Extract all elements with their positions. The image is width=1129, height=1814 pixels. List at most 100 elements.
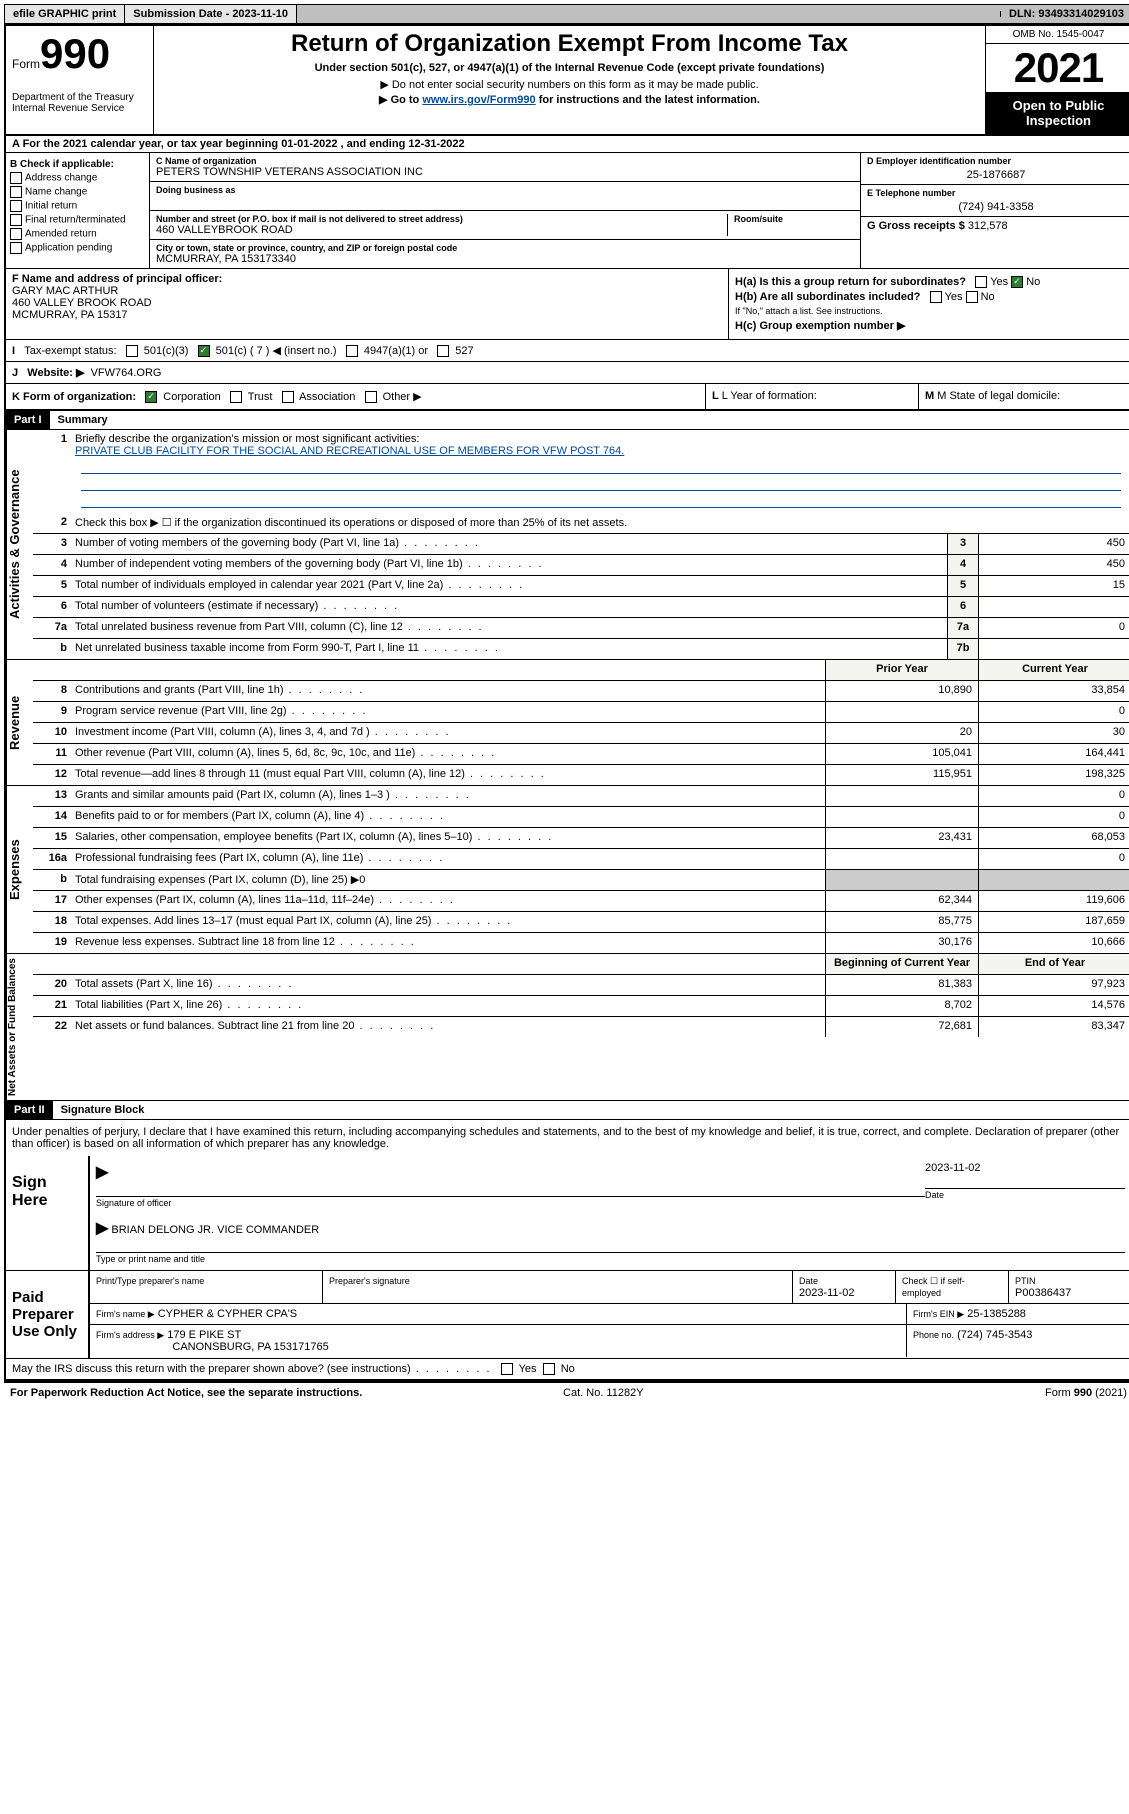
open-to-public: Open to Public Inspection: [986, 92, 1129, 134]
sign-date-label: Date: [925, 1188, 1125, 1200]
row-j: J Website: ▶ VFW764.ORG: [6, 362, 1129, 384]
chk-association[interactable]: [282, 391, 294, 403]
chk-501c[interactable]: [198, 345, 210, 357]
chk-address-change[interactable]: Address change: [10, 172, 145, 184]
line-3: 3Number of voting members of the governi…: [33, 534, 1129, 555]
line-16a: 16aProfessional fundraising fees (Part I…: [33, 849, 1129, 870]
chk-discuss-yes[interactable]: [501, 1363, 513, 1375]
chk-final-return[interactable]: Final return/terminated: [10, 214, 145, 226]
line-2: 2Check this box ▶ ☐ if the organization …: [33, 513, 1129, 534]
efile-print-button[interactable]: efile GRAPHIC print: [5, 5, 125, 23]
dba-label: Doing business as: [156, 185, 854, 195]
row-f-h: F Name and address of principal officer:…: [6, 269, 1129, 340]
subtitle-2: ▶ Do not enter social security numbers o…: [160, 78, 979, 91]
line-20: 20Total assets (Part X, line 16)81,38397…: [33, 975, 1129, 996]
room-label: Room/suite: [734, 214, 854, 224]
officer-label: F Name and address of principal officer:: [12, 273, 222, 285]
declaration-text: Under penalties of perjury, I declare th…: [6, 1120, 1129, 1156]
cat-no: Cat. No. 11282Y: [563, 1387, 644, 1399]
line-5: 5Total number of individuals employed in…: [33, 576, 1129, 597]
firm-phone: (724) 745-3543: [957, 1329, 1032, 1341]
subtitle-1: Under section 501(c), 527, or 4947(a)(1)…: [160, 62, 979, 74]
line-22: 22Net assets or fund balances. Subtract …: [33, 1017, 1129, 1037]
vlabel-expenses: Expenses: [6, 786, 33, 953]
line-21: 21Total liabilities (Part X, line 26)8,7…: [33, 996, 1129, 1017]
part-1-badge: Part I: [6, 411, 50, 429]
mission-text: PRIVATE CLUB FACILITY FOR THE SOCIAL AND…: [75, 445, 624, 457]
signature-officer-label: Signature of officer: [96, 1196, 925, 1208]
gross-receipts-value: 312,578: [968, 220, 1008, 232]
form-title: Return of Organization Exempt From Incom…: [160, 30, 979, 58]
chk-527[interactable]: [437, 345, 449, 357]
paid-preparer-label: Paid Preparer Use Only: [6, 1271, 88, 1358]
part-2-header: Part II Signature Block: [6, 1101, 1129, 1120]
part-1-title: Summary: [50, 411, 116, 429]
sign-here-row: Sign Here ▶ Signature of officer 2023-11…: [6, 1156, 1129, 1271]
form-container: Form990 Department of the Treasury Inter…: [4, 24, 1129, 1382]
printed-name-label: Type or print name and title: [96, 1252, 1125, 1264]
chk-corporation[interactable]: [145, 391, 157, 403]
chk-trust[interactable]: [230, 391, 242, 403]
line-11: 11Other revenue (Part VIII, column (A), …: [33, 744, 1129, 765]
vlabel-revenue: Revenue: [6, 660, 33, 785]
firm-address: 179 E PIKE ST: [167, 1329, 241, 1341]
telephone-value: (724) 941-3358: [867, 201, 1125, 213]
col-c-name-address: C Name of organization PETERS TOWNSHIP V…: [150, 153, 860, 268]
row-a-tax-year: A For the 2021 calendar year, or tax yea…: [6, 136, 1129, 153]
paid-preparer-row: Paid Preparer Use Only Print/Type prepar…: [6, 1271, 1129, 1359]
chk-name-change[interactable]: Name change: [10, 186, 145, 198]
department-label: Department of the Treasury Internal Reve…: [12, 92, 147, 114]
sign-here-label: Sign Here: [6, 1156, 88, 1270]
form-number-box: Form990 Department of the Treasury Inter…: [6, 26, 154, 134]
line-9: 9Program service revenue (Part VIII, lin…: [33, 702, 1129, 723]
toolbar-spacer: [297, 11, 1001, 17]
end-year-header: End of Year: [978, 954, 1129, 974]
tax-year: 2021: [986, 44, 1129, 92]
chk-4947[interactable]: [346, 345, 358, 357]
vlabel-net-assets: Net Assets or Fund Balances: [6, 954, 33, 1100]
chk-amended-return[interactable]: Amended return: [10, 228, 145, 240]
chk-application-pending[interactable]: Application pending: [10, 242, 145, 254]
part-2-badge: Part II: [6, 1101, 53, 1119]
line-15: 15Salaries, other compensation, employee…: [33, 828, 1129, 849]
row-i: I Tax-exempt status: 501(c)(3) 501(c) ( …: [6, 340, 1129, 362]
firm-name: CYPHER & CYPHER CPA'S: [158, 1308, 297, 1320]
chk-initial-return[interactable]: Initial return: [10, 200, 145, 212]
firm-ein: 25-1385288: [967, 1308, 1026, 1320]
chk-501c3[interactable]: [126, 345, 138, 357]
officer-printed-name: BRIAN DELONG JR. VICE COMMANDER: [111, 1224, 319, 1236]
website-value: VFW764.ORG: [91, 367, 162, 379]
officer-name: GARY MAC ARTHUR: [12, 285, 118, 297]
dln-label: DLN: 93493314029103: [1001, 5, 1129, 23]
section-revenue: Revenue Prior Year Current Year 8Contrib…: [6, 660, 1129, 786]
line-b: bTotal fundraising expenses (Part IX, co…: [33, 870, 1129, 891]
instructions-link[interactable]: www.irs.gov/Form990: [422, 94, 535, 106]
line-4: 4Number of independent voting members of…: [33, 555, 1129, 576]
line-18: 18Total expenses. Add lines 13–17 (must …: [33, 912, 1129, 933]
row-k-l-m: K Form of organization: Corporation Trus…: [6, 384, 1129, 411]
line-10: 10Investment income (Part VIII, column (…: [33, 723, 1129, 744]
paperwork-notice: For Paperwork Reduction Act Notice, see …: [10, 1387, 362, 1399]
line-8: 8Contributions and grants (Part VIII, li…: [33, 681, 1129, 702]
line-13: 13Grants and similar amounts paid (Part …: [33, 786, 1129, 807]
col-d-ein-phone: D Employer identification number 25-1876…: [860, 153, 1129, 268]
prior-year-header: Prior Year: [825, 660, 978, 680]
city-label: City or town, state or province, country…: [156, 243, 854, 253]
chk-other[interactable]: [365, 391, 377, 403]
line-19: 19Revenue less expenses. Subtract line 1…: [33, 933, 1129, 953]
submission-date-button[interactable]: Submission Date - 2023-11-10: [125, 5, 297, 23]
chk-discuss-no[interactable]: [543, 1363, 555, 1375]
line-17: 17Other expenses (Part IX, column (A), l…: [33, 891, 1129, 912]
top-toolbar: efile GRAPHIC print Submission Date - 20…: [4, 4, 1129, 24]
street-address: 460 VALLEYBROOK ROAD: [156, 224, 727, 236]
part-1-header: Part I Summary: [6, 411, 1129, 430]
ein-value: 25-1876687: [867, 169, 1125, 181]
year-box: OMB No. 1545-0047 2021 Open to Public In…: [985, 26, 1129, 134]
form-version: Form 990 (2021): [1045, 1387, 1127, 1399]
omb-number: OMB No. 1545-0047: [986, 26, 1129, 44]
section-expenses: Expenses 13Grants and similar amounts pa…: [6, 786, 1129, 954]
form-word: Form: [12, 57, 40, 71]
form-header: Form990 Department of the Treasury Inter…: [6, 26, 1129, 136]
h-a: H(a) Is this a group return for subordin…: [735, 276, 1125, 288]
telephone-label: E Telephone number: [867, 188, 1125, 198]
